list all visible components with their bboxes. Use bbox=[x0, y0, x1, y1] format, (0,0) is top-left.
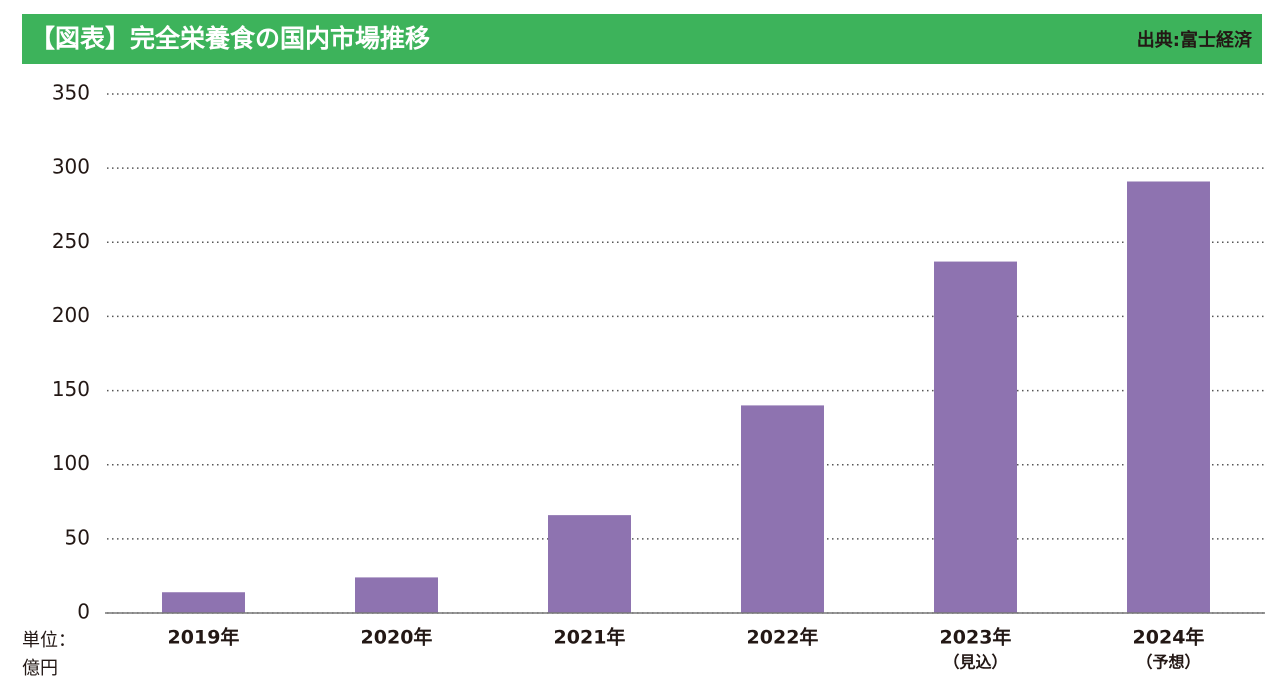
unit-label: 億円 bbox=[22, 658, 58, 679]
x-tick-label: 2020年 bbox=[361, 626, 433, 649]
x-tick-label: 2023年 bbox=[940, 626, 1012, 649]
y-tick-label: 100 bbox=[52, 451, 90, 475]
y-tick-label: 50 bbox=[65, 525, 90, 549]
y-tick-label: 350 bbox=[52, 81, 90, 105]
x-tick-label: 2019年 bbox=[168, 626, 240, 649]
y-tick-label: 250 bbox=[52, 229, 90, 253]
x-tick-label: 2021年 bbox=[554, 626, 626, 649]
bar bbox=[548, 515, 631, 613]
unit-label: 単位： bbox=[22, 630, 76, 651]
x-tick-label: 2022年 bbox=[747, 626, 819, 649]
bar bbox=[741, 405, 824, 613]
header-bar bbox=[22, 14, 1262, 64]
y-tick-label: 0 bbox=[77, 600, 90, 624]
bar bbox=[162, 592, 245, 613]
bar bbox=[355, 577, 438, 613]
y-tick-label: 200 bbox=[52, 303, 90, 327]
bar bbox=[934, 261, 1017, 613]
y-tick-label: 150 bbox=[52, 377, 90, 401]
y-tick-label: 300 bbox=[52, 155, 90, 179]
x-tick-note: （予想） bbox=[1136, 653, 1200, 672]
bar bbox=[1127, 181, 1210, 613]
x-tick-note: （見込） bbox=[943, 653, 1007, 672]
chart-title: 【図表】完全栄養食の国内市場推移 bbox=[30, 24, 430, 53]
source: 出典:富士経済 bbox=[1137, 29, 1253, 51]
x-tick-label: 2024年 bbox=[1133, 626, 1205, 649]
